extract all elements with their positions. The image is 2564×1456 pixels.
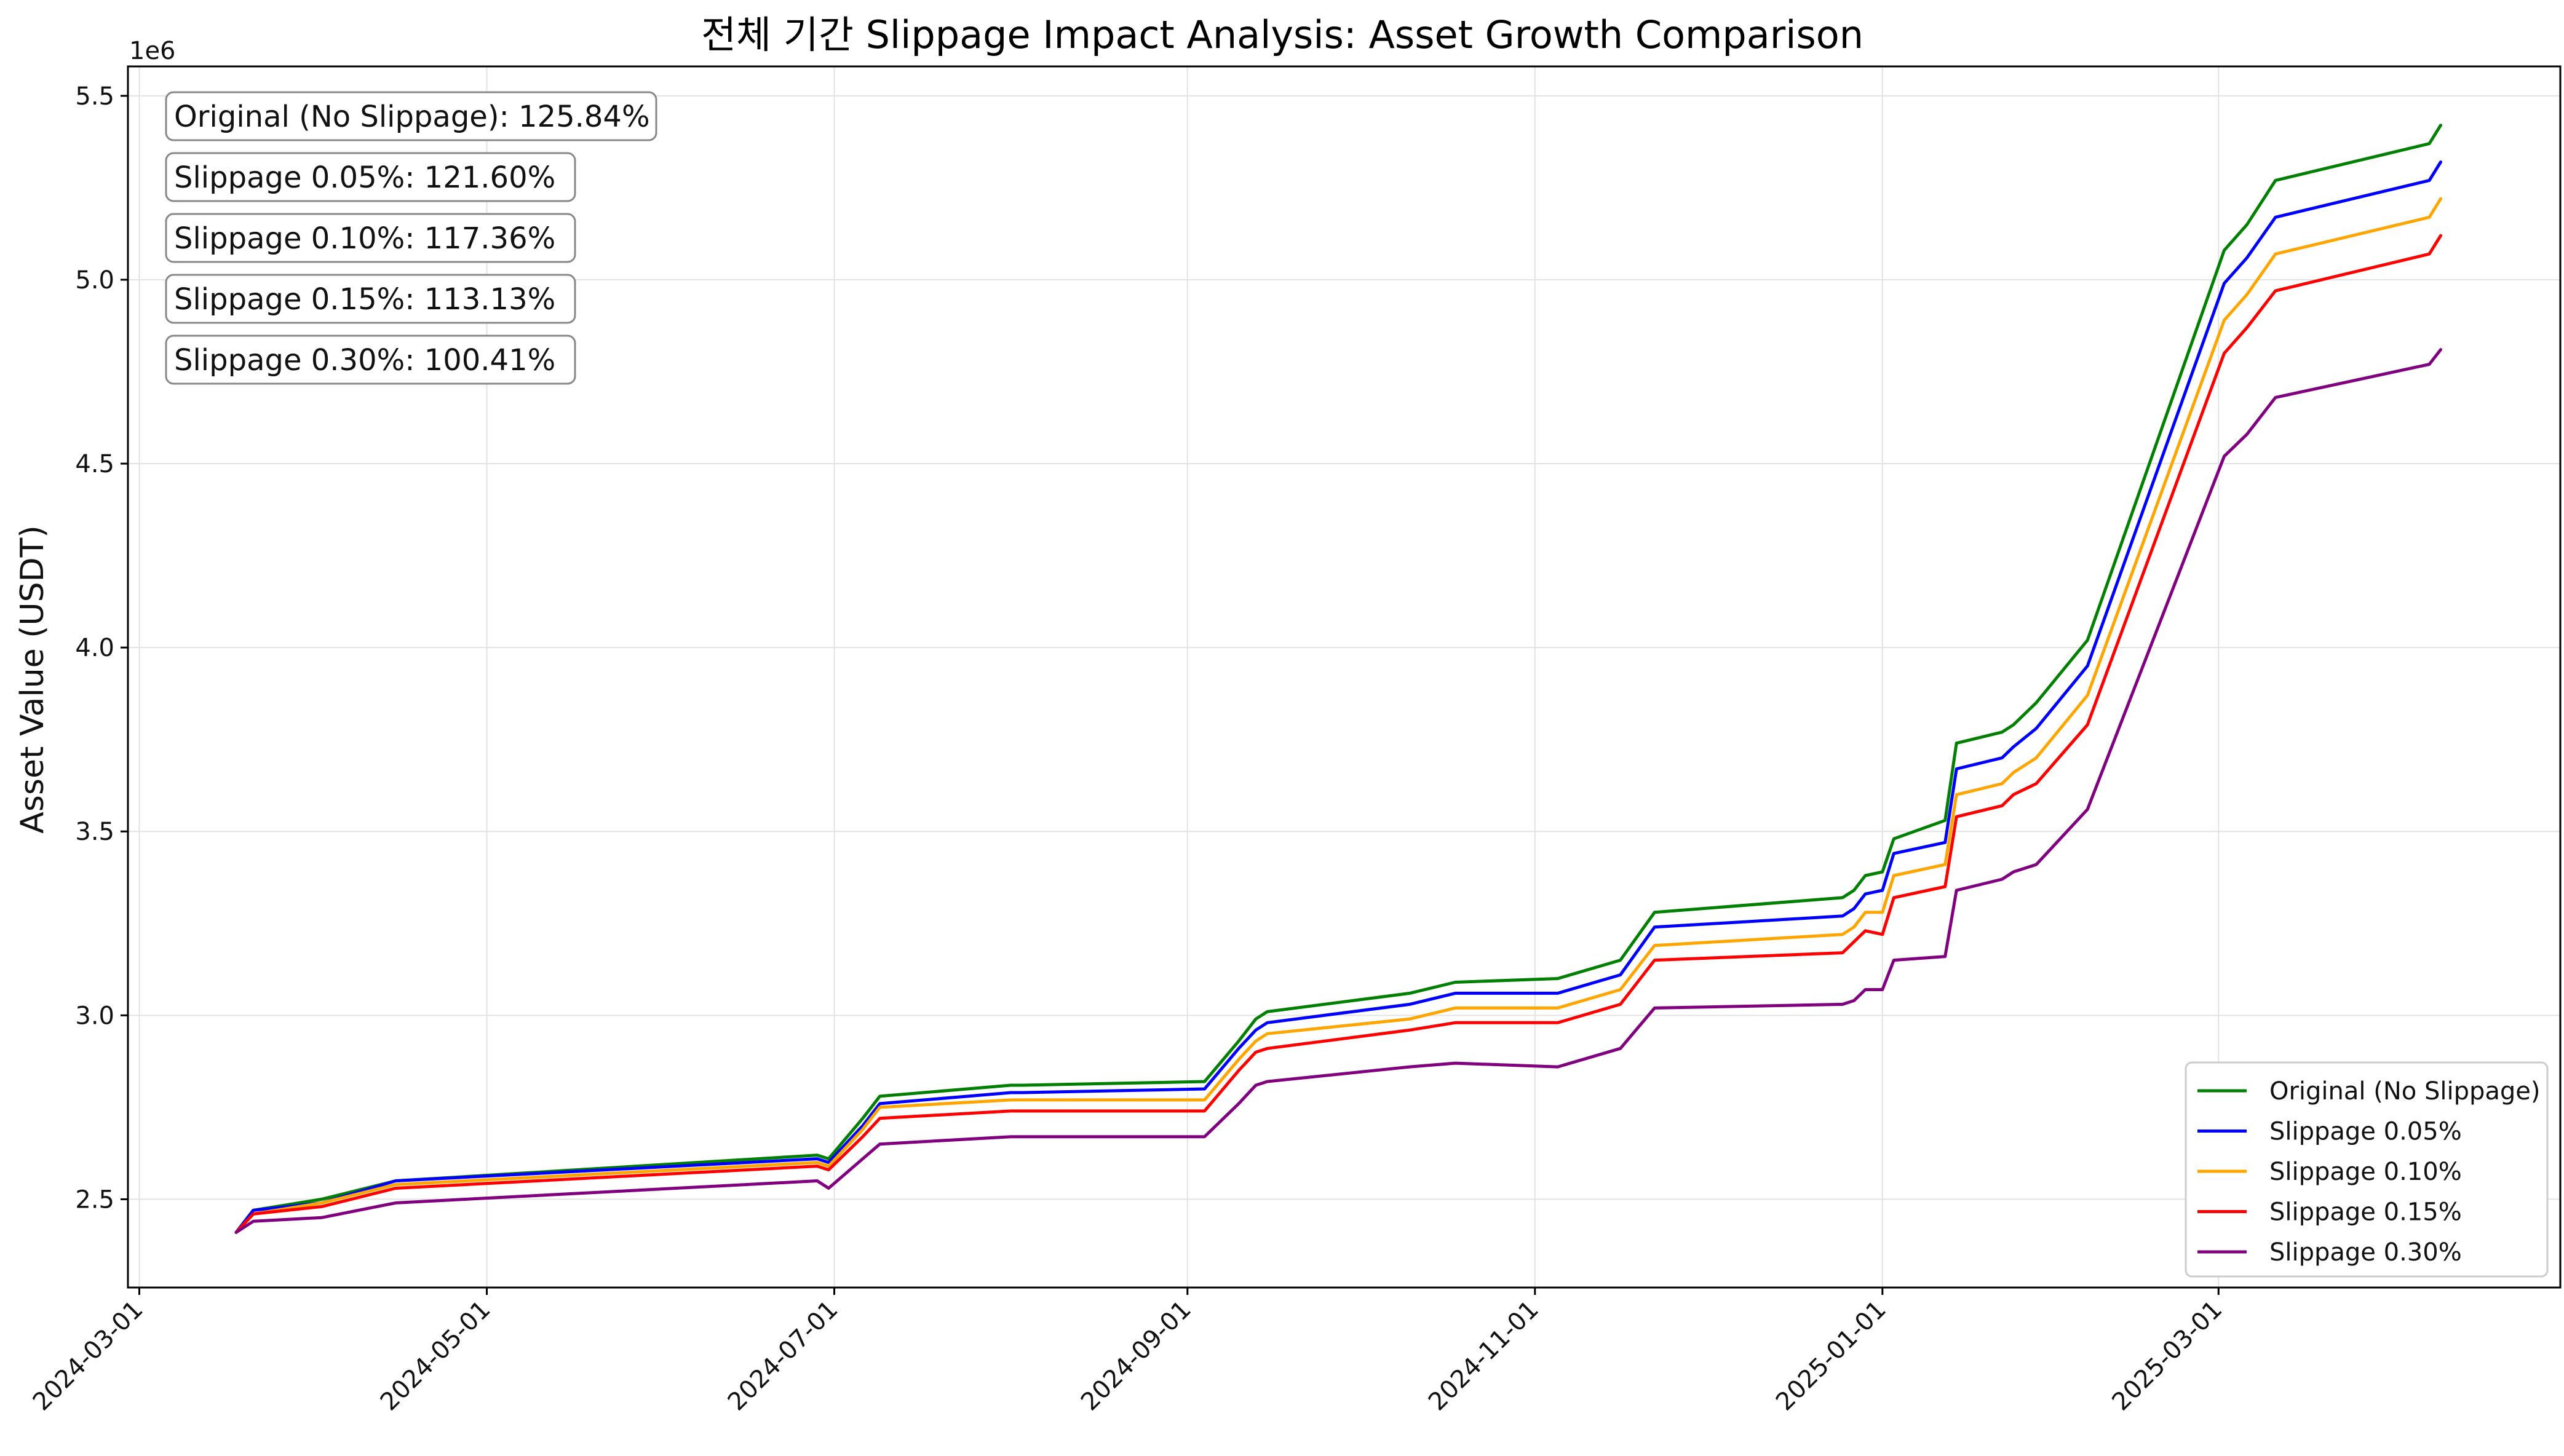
y-tick-label: 5.0	[75, 266, 114, 295]
annotation-box	[165, 91, 657, 141]
series-line	[234, 124, 2442, 1234]
y-tick-label: 4.5	[75, 450, 114, 478]
annotation-boxes: Original (No Slippage): 125.84% Slippage …	[165, 91, 657, 385]
y-tick-label: 5.5	[75, 82, 114, 111]
annotation-text: Original (No Slippage): 125.84%	[174, 100, 650, 134]
annotation-text: Slippage 0.15%: 113.13%	[174, 282, 555, 317]
y-tick-label: 3.5	[75, 818, 114, 846]
legend-label: Slippage 0.05%	[2269, 1118, 2462, 1146]
series-line	[234, 234, 2442, 1234]
series-line	[234, 160, 2442, 1234]
annotation-box	[165, 274, 576, 324]
annotation-box	[165, 213, 576, 263]
legend-label: Slippage 0.15%	[2269, 1198, 2462, 1227]
series-lines	[234, 124, 2442, 1234]
plot-frame	[127, 65, 2562, 1289]
y-tick-label: 4.0	[75, 634, 114, 662]
legend-label: Slippage 0.10%	[2269, 1158, 2462, 1186]
series-line	[234, 197, 2442, 1234]
annotation-text: Slippage 0.10%: 117.36%	[174, 221, 555, 256]
legend-frame	[2185, 1061, 2549, 1278]
annotation-text: Slippage 0.30%: 100.41%	[174, 343, 555, 378]
legend-label: Original (No Slippage)	[2269, 1077, 2540, 1106]
annotation-text: Slippage 0.05%: 121.60%	[174, 160, 555, 195]
legend: Original (No Slippage) Slippage 0.05% Slip…	[2185, 1061, 2549, 1278]
annotation-box	[165, 334, 576, 385]
grid	[128, 66, 2560, 1288]
series-line	[234, 348, 2442, 1234]
y-tick-label: 2.5	[75, 1185, 114, 1214]
y-tick-label: 3.0	[75, 1002, 114, 1030]
chart-title: 전체 기간 Slippage Impact Analysis: Asset Gr…	[701, 12, 1863, 57]
y-offset-label: 1e6	[129, 37, 176, 65]
legend-label: Slippage 0.30%	[2269, 1238, 2462, 1267]
y-axis-label: Asset Value (USDT)	[14, 525, 51, 833]
annotation-box	[165, 152, 576, 202]
